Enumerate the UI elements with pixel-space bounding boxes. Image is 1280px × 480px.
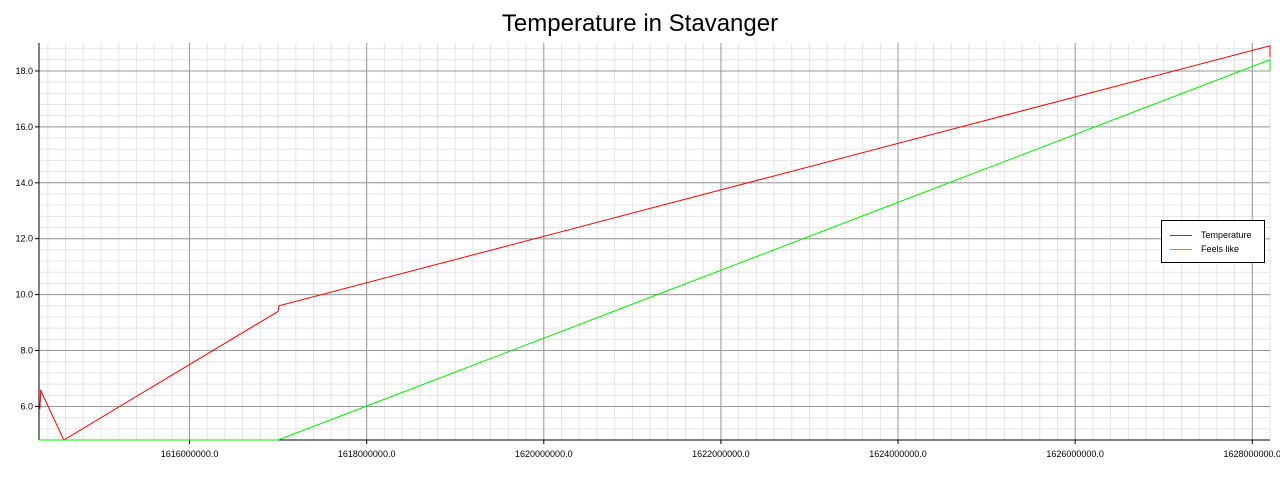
series-line-temperature <box>39 45 1271 441</box>
y-tick-label: 12.0 <box>15 234 33 244</box>
y-tick-label: 6.0 <box>20 401 33 411</box>
x-tick-label: 1624000000.0 <box>869 449 927 459</box>
legend-label-temperature: Temperature <box>1201 230 1252 240</box>
x-tick-label: 1622000000.0 <box>692 449 750 459</box>
legend-swatch-feels-like <box>1170 248 1192 250</box>
series-line-feels-like <box>39 59 1271 441</box>
series-layer <box>39 45 1271 441</box>
legend: Temperature Feels like <box>1161 220 1265 263</box>
legend-swatch-temperature <box>1170 234 1192 236</box>
y-tick-label: 10.0 <box>15 290 33 300</box>
legend-item-temperature: Temperature <box>1170 228 1252 242</box>
y-tick-label: 16.0 <box>15 122 33 132</box>
y-tick-label: 18.0 <box>15 66 33 76</box>
y-tick-label: 8.0 <box>20 346 33 356</box>
x-tick-label: 1616000000.0 <box>161 449 219 459</box>
y-tick-labels: 6.0 8.0 10.0 12.0 14.0 16.0 18.0 <box>15 66 33 411</box>
legend-label-feels-like: Feels like <box>1201 244 1240 254</box>
minor-grid <box>39 43 1271 441</box>
x-tick-label: 1620000000.0 <box>515 449 573 459</box>
major-grid <box>39 43 1270 440</box>
x-tick-labels: 1616000000.0 1618000000.0 1620000000.0 1622… <box>161 449 1280 459</box>
chart-title: Temperature in Stavanger <box>501 10 779 37</box>
x-tick-label: 1626000000.0 <box>1046 449 1104 459</box>
y-tick-label: 14.0 <box>15 178 33 188</box>
x-tick-label: 1618000000.0 <box>338 449 396 459</box>
legend-item-feels-like: Feels like <box>1170 242 1239 256</box>
x-tick-label: 1628000000.0 <box>1224 449 1280 459</box>
